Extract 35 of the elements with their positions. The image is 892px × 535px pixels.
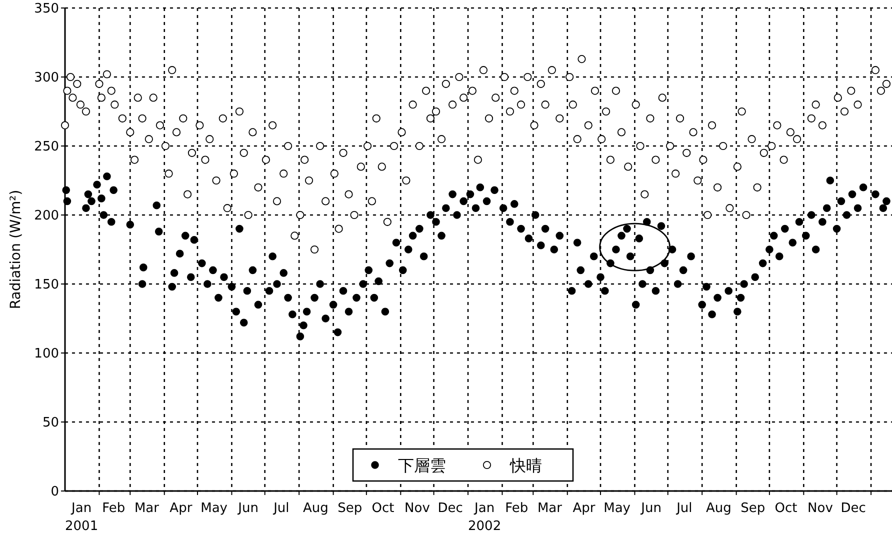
- y-tick-label: 200: [34, 208, 59, 224]
- x-tick-label: Dec: [840, 501, 866, 516]
- x-tick-label: Dec: [438, 501, 463, 516]
- y-tick-label: 150: [34, 278, 59, 292]
- x-tick-label: Apr: [572, 501, 596, 516]
- y-tick-label: 50: [42, 416, 59, 430]
- y-tick-label: 350: [34, 2, 59, 16]
- x-tick-label: Feb: [102, 501, 126, 516]
- x-tick-label: Jul: [272, 501, 290, 516]
- y-axis-title: Radiation (W/m²): [8, 190, 24, 310]
- legend-label: 下層雲: [398, 456, 446, 475]
- y-tick-label: 300: [34, 70, 59, 86]
- x-tick-label: Oct: [774, 501, 798, 516]
- x-tick-label: Jan 2001: [65, 501, 98, 534]
- x-tick-label: Mar: [537, 501, 563, 516]
- y-tick-label: 100: [34, 346, 59, 362]
- x-tick-label: Jan 2002: [468, 501, 502, 534]
- y-tick-label: 0: [50, 484, 59, 500]
- x-tick-label: Apr: [170, 501, 193, 516]
- x-tick-label: Nov: [808, 501, 834, 516]
- x-tick-label: Nov: [404, 501, 430, 516]
- x-tick-label: Aug: [302, 501, 328, 516]
- x-tick-label: Mar: [134, 501, 160, 516]
- x-tick-label: May: [200, 501, 228, 516]
- x-tick-label: Jun: [640, 501, 662, 516]
- x-tick-label: Aug: [706, 501, 732, 516]
- x-tick-label: May: [604, 501, 631, 516]
- x-tick-label: Jul: [676, 501, 692, 516]
- y-tick-label: 250: [34, 140, 59, 154]
- x-tick-label: Feb: [505, 501, 528, 516]
- legend-label: 快晴: [509, 456, 542, 475]
- x-tick-label: Jun: [237, 501, 258, 516]
- x-tick-label: Sep: [338, 501, 362, 516]
- x-tick-label: Sep: [740, 501, 766, 516]
- x-tick-label: Oct: [372, 501, 394, 516]
